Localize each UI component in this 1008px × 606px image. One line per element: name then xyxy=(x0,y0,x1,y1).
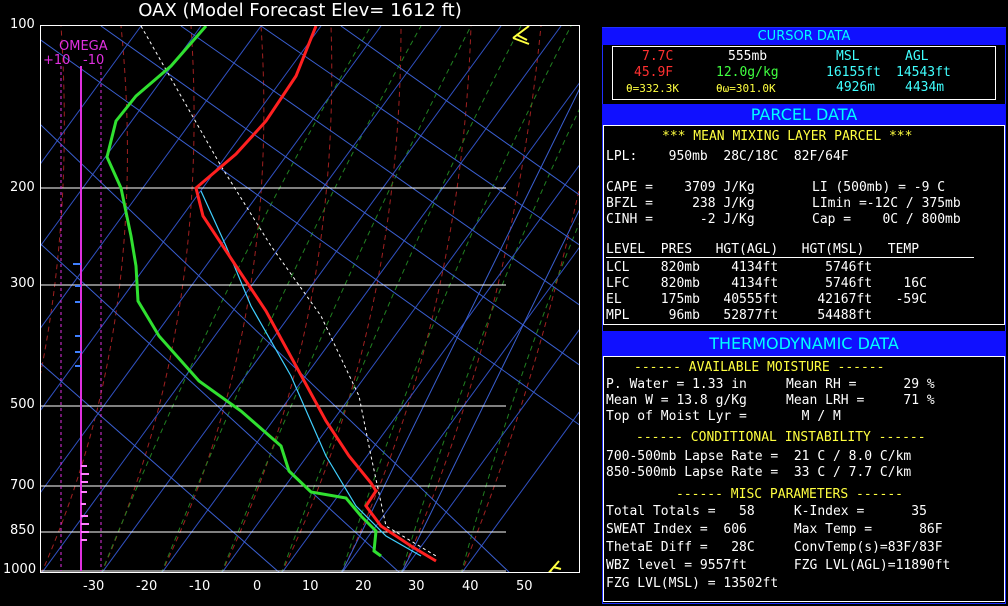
omega-left-label: +10 xyxy=(43,53,71,68)
parcel-li: LI (500mb) = -9 C xyxy=(812,180,946,195)
parcel-row: EL 175mb 40555ft 42167ft -59C xyxy=(606,292,927,307)
temp-tick-label: 10 xyxy=(302,579,319,594)
cursor-theta: θ=332.3K xyxy=(626,82,679,95)
parcel-row: MPL 96mb 52877ft 54488ft xyxy=(606,308,873,323)
pressure-tick-label: 200 xyxy=(10,180,35,195)
moisture-line: Top of Moist Lyr = M / M xyxy=(606,409,841,424)
thermo-data-box xyxy=(603,356,1005,602)
temp-tick-label: -20 xyxy=(136,579,158,594)
misc-line: SWEAT Index = 606 Max Temp = 86F xyxy=(606,522,943,537)
cursor-data-header: CURSOR DATA xyxy=(602,28,1006,45)
parcel-bfzl: BFZL = 238 J/Kg xyxy=(606,196,755,211)
pressure-tick-label: 500 xyxy=(10,397,35,412)
instability-line: 850-500mb Lapse Rate = 33 C / 7.7 C/km xyxy=(606,465,912,480)
temp-tick-label: 40 xyxy=(462,579,479,594)
parcel-lpl: LPL: 950mb 28C/18C 82F/64F xyxy=(606,149,849,164)
pressure-tick-label: 1000 xyxy=(3,562,37,577)
temp-tick-label: 30 xyxy=(408,579,425,594)
moisture-line: Mean W = 13.8 g/Kg Mean LRH = 71 % xyxy=(606,393,935,408)
parcel-data-header: PARCEL DATA xyxy=(602,104,1006,125)
skewt-plot[interactable]: OMEGA +10 -10 -30 xyxy=(40,25,580,573)
parcel-limin: LImin =-12C / 375mb xyxy=(812,196,961,211)
parcel-subtitle: *** MEAN MIXING LAYER PARCEL *** xyxy=(662,129,913,144)
pressure-tick-label: 100 xyxy=(10,17,35,32)
misc-line: ThetaE Diff = 28C ConvTemp(s)=83F/83F xyxy=(606,540,943,555)
temp-tick-label: 50 xyxy=(516,579,533,594)
cursor-temp-f: 45.9F xyxy=(634,65,674,80)
cursor-msl-m: 4926m xyxy=(836,80,876,95)
omega-label: OMEGA xyxy=(59,39,108,54)
skewt-diagram xyxy=(41,26,579,572)
parcel-data-box xyxy=(603,125,1005,325)
cursor-theta-w: θω=301.0K xyxy=(716,82,776,95)
parcel-cape: CAPE = 3709 J/Kg xyxy=(606,180,755,195)
data-panel xyxy=(602,27,1006,604)
cursor-data-box xyxy=(612,46,996,100)
parcel-cinh: CINH = -2 J/Kg xyxy=(606,212,755,227)
temp-tick-label: -10 xyxy=(189,579,211,594)
parcel-cap: Cap = 0C / 800mb xyxy=(812,212,961,227)
temp-tick-label: -30 xyxy=(83,579,105,594)
pressure-tick-label: 850 xyxy=(10,523,35,538)
pressure-tick-label: 700 xyxy=(10,478,35,493)
parcel-table-divider xyxy=(606,257,974,258)
cursor-agl-m: 4434m xyxy=(905,80,945,95)
misc-line: FZG LVL(MSL) = 13502ft xyxy=(606,576,779,591)
instability-title: ------ CONDITIONAL INSTABILITY ------ xyxy=(636,430,926,445)
temp-tick-label: 20 xyxy=(355,579,372,594)
omega-right-label: -10 xyxy=(83,53,105,68)
cursor-mixing-ratio: 12.0g/kg xyxy=(716,65,779,80)
parcel-row: LCL 820mb 4134ft 5746ft xyxy=(606,260,873,275)
thermo-data-header: THERMODYNAMIC DATA xyxy=(602,331,1006,356)
pressure-tick-label: 300 xyxy=(10,276,35,291)
cursor-agl-label: AGL xyxy=(905,49,929,64)
cursor-msl-ft: 16155ft xyxy=(826,65,881,80)
instability-line: 700-500mb Lapse Rate = 21 C / 8.0 C/km xyxy=(606,449,912,464)
moisture-line: P. Water = 1.33 in Mean RH = 29 % xyxy=(606,377,935,392)
misc-line: Total Totals = 58 K-Index = 35 xyxy=(606,504,927,519)
cursor-pressure: 555mb xyxy=(728,49,768,64)
temp-tick-label: 0 xyxy=(253,579,262,594)
parcel-table-header: LEVEL PRES HGT(AGL) HGT(MSL) TEMP xyxy=(606,242,920,257)
sounding-title: OAX (Model Forecast Elev= 1612 ft) xyxy=(138,0,462,21)
cursor-msl-label: MSL xyxy=(836,49,860,64)
misc-title: ------ MISC PARAMETERS ------ xyxy=(676,487,903,502)
moisture-title: ------ AVAILABLE MOISTURE ------ xyxy=(634,360,885,375)
cursor-temp-c: 7.7C xyxy=(642,49,674,64)
cursor-agl-ft: 14543ft xyxy=(896,65,951,80)
parcel-row: LFC 820mb 4134ft 5746ft 16C xyxy=(606,276,927,291)
misc-line: WBZ level = 9557ft FZG LVL(AGL)=11890ft xyxy=(606,558,951,573)
